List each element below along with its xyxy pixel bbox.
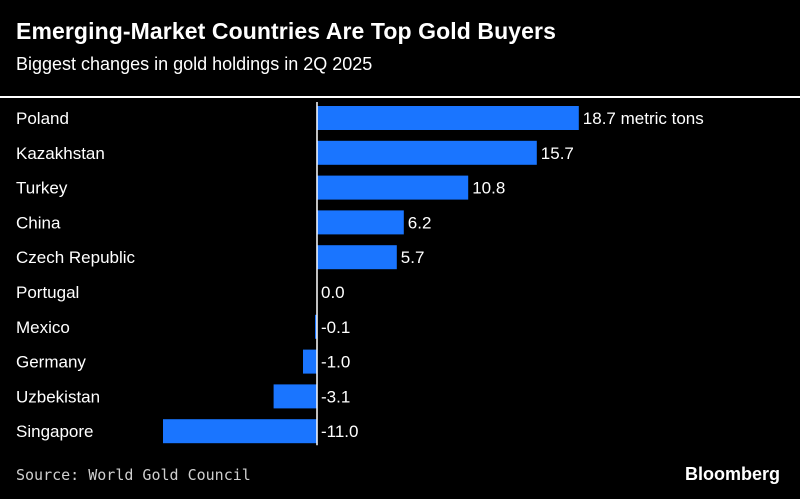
value-label-portugal: 0.0 [321, 283, 345, 302]
bars-layer [163, 106, 579, 444]
category-label-turkey: Turkey [16, 179, 68, 198]
bar-germany [303, 349, 317, 374]
labels-layer: Poland 18.7 metric tons Kazakhstan 15.7 Turk… [16, 109, 704, 441]
value-label-uzbekistan: -3.1 [321, 387, 350, 406]
source-note: Source: World Gold Council [16, 466, 251, 484]
value-label-poland: 18.7 metric tons [583, 109, 704, 128]
bar-singapore [163, 419, 317, 444]
category-label-kazakhstan: Kazakhstan [16, 144, 105, 163]
value-label-czech-republic: 5.7 [401, 248, 425, 267]
chart-subtitle: Biggest changes in gold holdings in 2Q 2… [16, 54, 373, 74]
bar-czech-republic [317, 245, 397, 270]
value-label-mexico: -0.1 [321, 318, 350, 337]
value-label-germany: -1.0 [321, 353, 350, 372]
bar-uzbekistan [273, 384, 317, 409]
category-label-portugal: Portugal [16, 283, 79, 302]
category-label-china: China [16, 213, 61, 232]
category-label-mexico: Mexico [16, 318, 70, 337]
value-label-china: 6.2 [408, 213, 432, 232]
category-label-germany: Germany [16, 353, 86, 372]
bar-mexico [315, 314, 317, 339]
value-label-kazakhstan: 15.7 [541, 144, 574, 163]
value-label-turkey: 10.8 [472, 179, 505, 198]
bloomberg-logo: Bloomberg [684, 464, 780, 484]
category-label-poland: Poland [16, 109, 69, 128]
chart-title: Emerging-Market Countries Are Top Gold B… [16, 18, 556, 44]
value-label-singapore: -11.0 [321, 422, 359, 441]
bar-china [317, 210, 404, 235]
category-label-singapore: Singapore [16, 422, 94, 441]
header-divider [0, 96, 800, 98]
bar-poland [317, 106, 579, 130]
bar-kazakhstan [317, 140, 537, 165]
bar-turkey [317, 175, 469, 200]
bar-chart: Poland 18.7 metric tons Kazakhstan 15.7 Turk… [16, 102, 704, 446]
category-label-czech-republic: Czech Republic [16, 248, 136, 267]
category-label-uzbekistan: Uzbekistan [16, 387, 100, 406]
